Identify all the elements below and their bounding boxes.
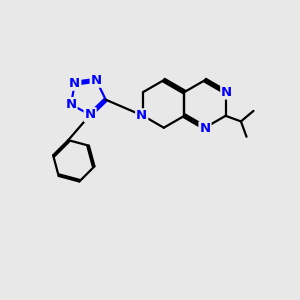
Text: N: N [91, 74, 102, 87]
Text: N: N [136, 109, 147, 122]
Text: N: N [65, 98, 76, 111]
Text: N: N [221, 85, 232, 98]
Text: N: N [69, 77, 80, 90]
Text: N: N [200, 122, 211, 135]
Text: N: N [85, 108, 96, 121]
